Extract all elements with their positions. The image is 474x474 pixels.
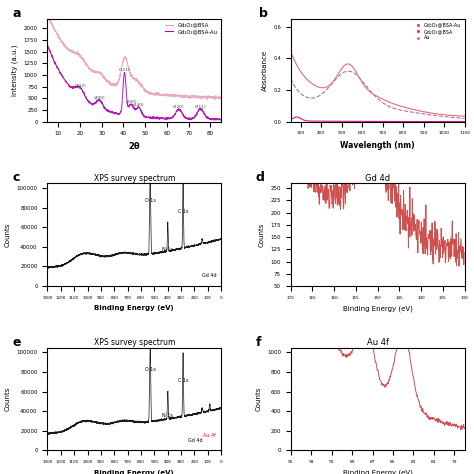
- Text: O 1s: O 1s: [145, 198, 155, 203]
- Text: N 1s: N 1s: [163, 413, 173, 418]
- Text: (200): (200): [125, 100, 137, 104]
- Text: C 1s: C 1s: [178, 209, 188, 214]
- Text: Gd 4d: Gd 4d: [188, 438, 202, 444]
- Legend: Gd₂O₃@BSA-Au, Gd₂O₃@BSA, Au: Gd₂O₃@BSA-Au, Gd₂O₃@BSA, Au: [415, 21, 462, 41]
- Text: (220): (220): [173, 105, 185, 109]
- Text: (311): (311): [195, 105, 206, 109]
- Text: Au 4f: Au 4f: [203, 433, 216, 438]
- Y-axis label: Counts: Counts: [259, 222, 265, 247]
- Text: (222): (222): [74, 84, 86, 88]
- Y-axis label: Counts: Counts: [5, 387, 11, 411]
- Y-axis label: Absorbance: Absorbance: [262, 50, 268, 91]
- Text: b: b: [259, 7, 268, 20]
- X-axis label: Binding Energy (eV): Binding Energy (eV): [94, 305, 174, 311]
- Text: O 1s: O 1s: [145, 367, 155, 372]
- Text: c: c: [13, 171, 20, 184]
- Y-axis label: Counts: Counts: [255, 387, 262, 411]
- Text: (400): (400): [94, 96, 105, 100]
- X-axis label: 2θ: 2θ: [128, 142, 140, 151]
- Title: XPS survey spectrum: XPS survey spectrum: [93, 338, 175, 347]
- Title: XPS survey spectrum: XPS survey spectrum: [93, 173, 175, 182]
- X-axis label: Binding Energy (eV): Binding Energy (eV): [343, 305, 412, 312]
- Text: (111): (111): [118, 68, 130, 72]
- Text: a: a: [13, 7, 21, 20]
- Text: N 1s: N 1s: [163, 247, 173, 252]
- Title: Au 4f: Au 4f: [366, 338, 389, 347]
- Text: C 1s: C 1s: [178, 378, 188, 383]
- X-axis label: Binding Energy (eV): Binding Energy (eV): [343, 470, 412, 474]
- Text: Gd 4d: Gd 4d: [202, 273, 217, 278]
- Text: d: d: [256, 171, 265, 184]
- Text: (440): (440): [133, 103, 145, 107]
- Legend: Gd₂O₃@BSA, Gd₂O₃@BSA-Au: Gd₂O₃@BSA, Gd₂O₃@BSA-Au: [164, 22, 219, 35]
- Y-axis label: Intensity (a.u.): Intensity (a.u.): [12, 45, 18, 96]
- Title: Gd 4d: Gd 4d: [365, 173, 390, 182]
- Text: e: e: [13, 336, 21, 348]
- Y-axis label: Counts: Counts: [5, 222, 11, 247]
- X-axis label: Binding Energy (eV): Binding Energy (eV): [94, 470, 174, 474]
- X-axis label: Wavelength (nm): Wavelength (nm): [340, 141, 415, 150]
- Text: f: f: [256, 336, 262, 348]
